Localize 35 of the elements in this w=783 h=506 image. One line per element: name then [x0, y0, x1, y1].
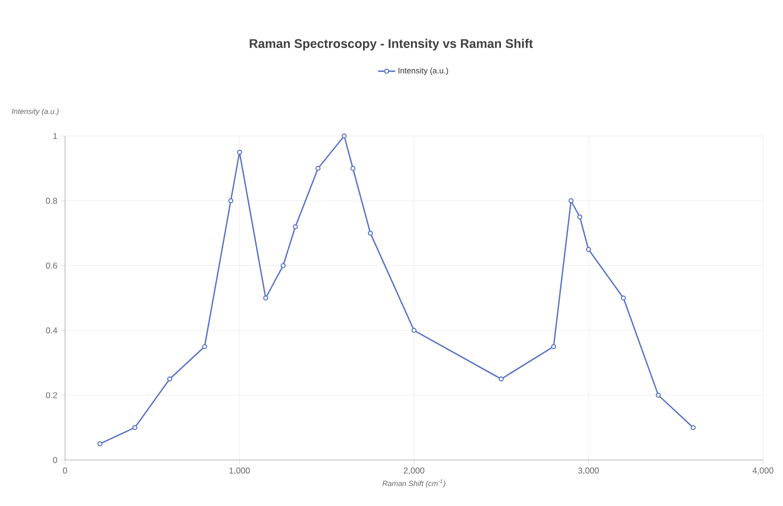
x-tick-label: 0	[62, 468, 68, 474]
point	[690, 425, 696, 430]
x-tick-label: 2,000	[404, 468, 424, 475]
y-tick-label: 0.8	[46, 198, 58, 204]
x-tick-label: 4,000	[752, 468, 774, 475]
y-tick-label: 1	[53, 133, 58, 139]
x-tick-label: 1,000	[230, 468, 250, 475]
point	[280, 263, 286, 268]
point	[263, 295, 268, 300]
x-tick-label: 3,000	[578, 468, 599, 475]
point	[202, 344, 208, 350]
point	[568, 198, 574, 204]
point	[586, 246, 592, 252]
point	[412, 328, 417, 333]
legend-label: Intensity (a.u.)	[398, 68, 448, 76]
point	[342, 133, 347, 138]
point	[292, 224, 298, 230]
point	[132, 425, 138, 430]
point	[97, 441, 102, 446]
point	[316, 166, 321, 171]
point	[577, 214, 582, 220]
point	[551, 344, 556, 350]
point	[228, 198, 234, 204]
point	[656, 392, 661, 398]
point	[368, 230, 373, 236]
point	[350, 166, 356, 171]
point	[620, 295, 626, 300]
y-tick-label: 0.4	[46, 327, 58, 334]
y-tick-label: 0.6	[46, 262, 58, 269]
point	[237, 150, 242, 155]
y-tick-label: 0.2	[46, 392, 58, 398]
point	[167, 376, 172, 382]
y-tick-label: 0	[53, 456, 58, 464]
chart-title: Raman Spectroscopy - Intensity vs Raman Shift	[250, 38, 533, 50]
point	[498, 376, 504, 382]
